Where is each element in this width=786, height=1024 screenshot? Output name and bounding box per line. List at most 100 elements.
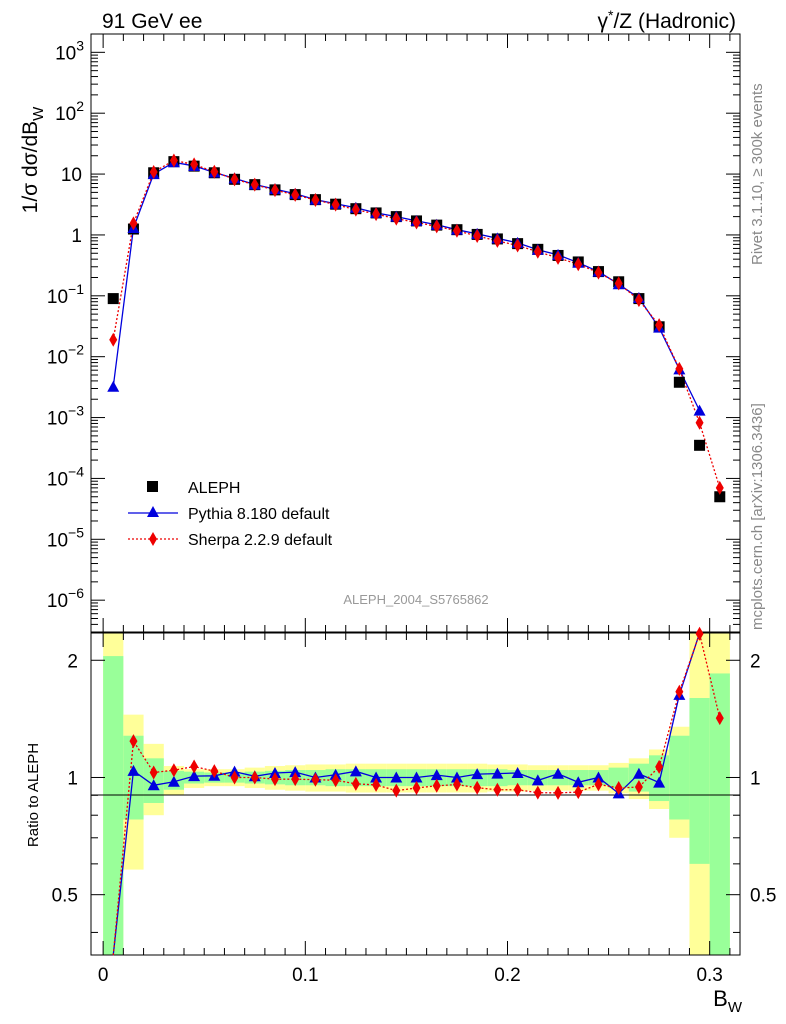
sherpa-point (109, 332, 118, 347)
pythia-ratio-point (491, 767, 504, 779)
ratio-y-tick-label-right: 1 (750, 768, 761, 789)
pythia-ratio-point (370, 771, 383, 783)
sherpa-line (112, 159, 721, 489)
sherpa-point (291, 187, 300, 202)
sherpa-ratio-point (473, 780, 482, 795)
main-y-tick-label-base: 10 (47, 409, 68, 430)
sherpa-point (715, 480, 724, 495)
sherpa-point (190, 157, 199, 172)
sherpa-ratio-point (331, 773, 340, 788)
process-title-gamma: γ (598, 10, 609, 33)
pythia-ratio-point (349, 765, 362, 777)
sherpa-point (311, 192, 320, 207)
sherpa-ratio-point (351, 776, 360, 791)
main-y-tick-label-base: 10 (47, 530, 68, 551)
band-inner-green (608, 767, 629, 788)
sherpa-point (554, 250, 563, 265)
aleph-data-point (673, 376, 685, 388)
legend-data-marker (147, 481, 158, 492)
sherpa-ratio-point (210, 764, 219, 779)
sherpa-ratio-point (574, 785, 583, 800)
sherpa-point (331, 197, 340, 212)
sherpa-ratio-point (311, 772, 320, 787)
main-y-tick-label: 10−6 (47, 585, 84, 612)
sherpa-ratio-point (493, 782, 502, 797)
sherpa-point (493, 233, 502, 248)
pythia-ratio-point (511, 766, 524, 778)
sherpa-ratio-point (291, 772, 300, 787)
sherpa-point (372, 207, 381, 222)
sherpa-point (351, 202, 360, 217)
pythia-ratio-point (188, 770, 201, 782)
pythia-ratio-point (127, 764, 140, 776)
aleph-data-point (714, 491, 726, 503)
ratio-axis-ticks: 0 0.1 0.2 0.3 0.5 0.5 1 1 2 2 (52, 633, 776, 986)
sherpa-point (634, 293, 643, 308)
mcplots-citation-text: mcplots.cern.ch [arXiv:1306.3436] (749, 403, 766, 630)
main-y-tick-label: 103 (55, 37, 84, 64)
x-tick-label: 0.1 (292, 965, 318, 986)
main-y-axis-label-text: 1/σ dσ/dB (19, 121, 42, 213)
main-y-tick-label-exp: 3 (76, 37, 84, 53)
sherpa-ratio-point (129, 734, 138, 749)
main-y-tick-label: 102 (55, 98, 84, 125)
process-title-star: * (608, 7, 614, 23)
sherpa-point (270, 183, 279, 198)
sherpa-ratio-point (452, 777, 461, 792)
x-axis-label: BW (713, 986, 743, 1016)
sherpa-point (169, 153, 178, 168)
pythia-ratio-point (147, 779, 160, 791)
sherpa-ratio-point (392, 783, 401, 798)
sherpa-ratio-point (533, 785, 542, 800)
sherpa-point (149, 165, 158, 180)
ratio-frame (90, 632, 741, 956)
sherpa-ratio-point (169, 763, 178, 778)
main-y-tick-label: 10 (61, 165, 82, 186)
sherpa-point (655, 318, 664, 333)
main-y-tick-label-exp: −5 (68, 524, 84, 540)
sherpa-ratio-point (412, 780, 421, 795)
x-tick-label: 0 (98, 965, 109, 986)
band-inner-green (123, 735, 144, 820)
sherpa-ratio-point (432, 778, 441, 793)
pythia-point (107, 380, 120, 392)
main-y-tick-label-base: 10 (47, 469, 68, 490)
band-inner-green (669, 735, 690, 820)
aleph-data-point (107, 293, 119, 305)
process-title-rest: /Z (Hadronic) (613, 10, 736, 33)
ratio-series-layer (112, 626, 724, 956)
process-title: γ*/Z (Hadronic) (598, 7, 736, 33)
main-y-axis-label-sub: W (30, 106, 47, 121)
sherpa-ratio-point (554, 785, 563, 800)
sherpa-ratio-point (270, 772, 279, 787)
sherpa-point (594, 265, 603, 280)
main-y-tick-label: 10−5 (47, 524, 84, 551)
sherpa-ratio-point (230, 770, 239, 785)
ratio-y-tick-label: 2 (67, 651, 78, 672)
main-plot-area (90, 33, 741, 633)
pythia-ratio-point (430, 769, 443, 781)
sherpa-point (473, 229, 482, 244)
pythia-ratio-point (167, 775, 180, 787)
main-y-tick-label-exp: −4 (68, 463, 84, 479)
sherpa-point (432, 219, 441, 234)
sherpa-ratio-point (634, 780, 643, 795)
sherpa-ratio-point (594, 777, 603, 792)
pythia-ratio-point (632, 767, 645, 779)
sherpa-point (250, 177, 259, 192)
sherpa-ratio-point (675, 684, 684, 699)
main-y-tick-label: 10−1 (47, 281, 84, 308)
analysis-id-label: ALEPH_2004_S5765862 (343, 592, 488, 607)
ratio-y-tick-label: 0.5 (52, 886, 78, 907)
sherpa-ratio-point (614, 780, 623, 795)
rivet-version-text: Rivet 3.1.10, ≥ 300k events (749, 83, 766, 265)
main-y-tick-label-exp: −3 (68, 403, 84, 419)
pythia-line (112, 161, 701, 411)
pythia-point (693, 404, 706, 416)
sherpa-point (675, 361, 684, 376)
main-y-tick-label-base: 10 (55, 43, 76, 64)
main-frame (90, 33, 741, 633)
legend-data-label: ALEPH (188, 480, 240, 497)
sherpa-point (392, 211, 401, 226)
main-y-tick-label: 10−2 (47, 342, 84, 369)
